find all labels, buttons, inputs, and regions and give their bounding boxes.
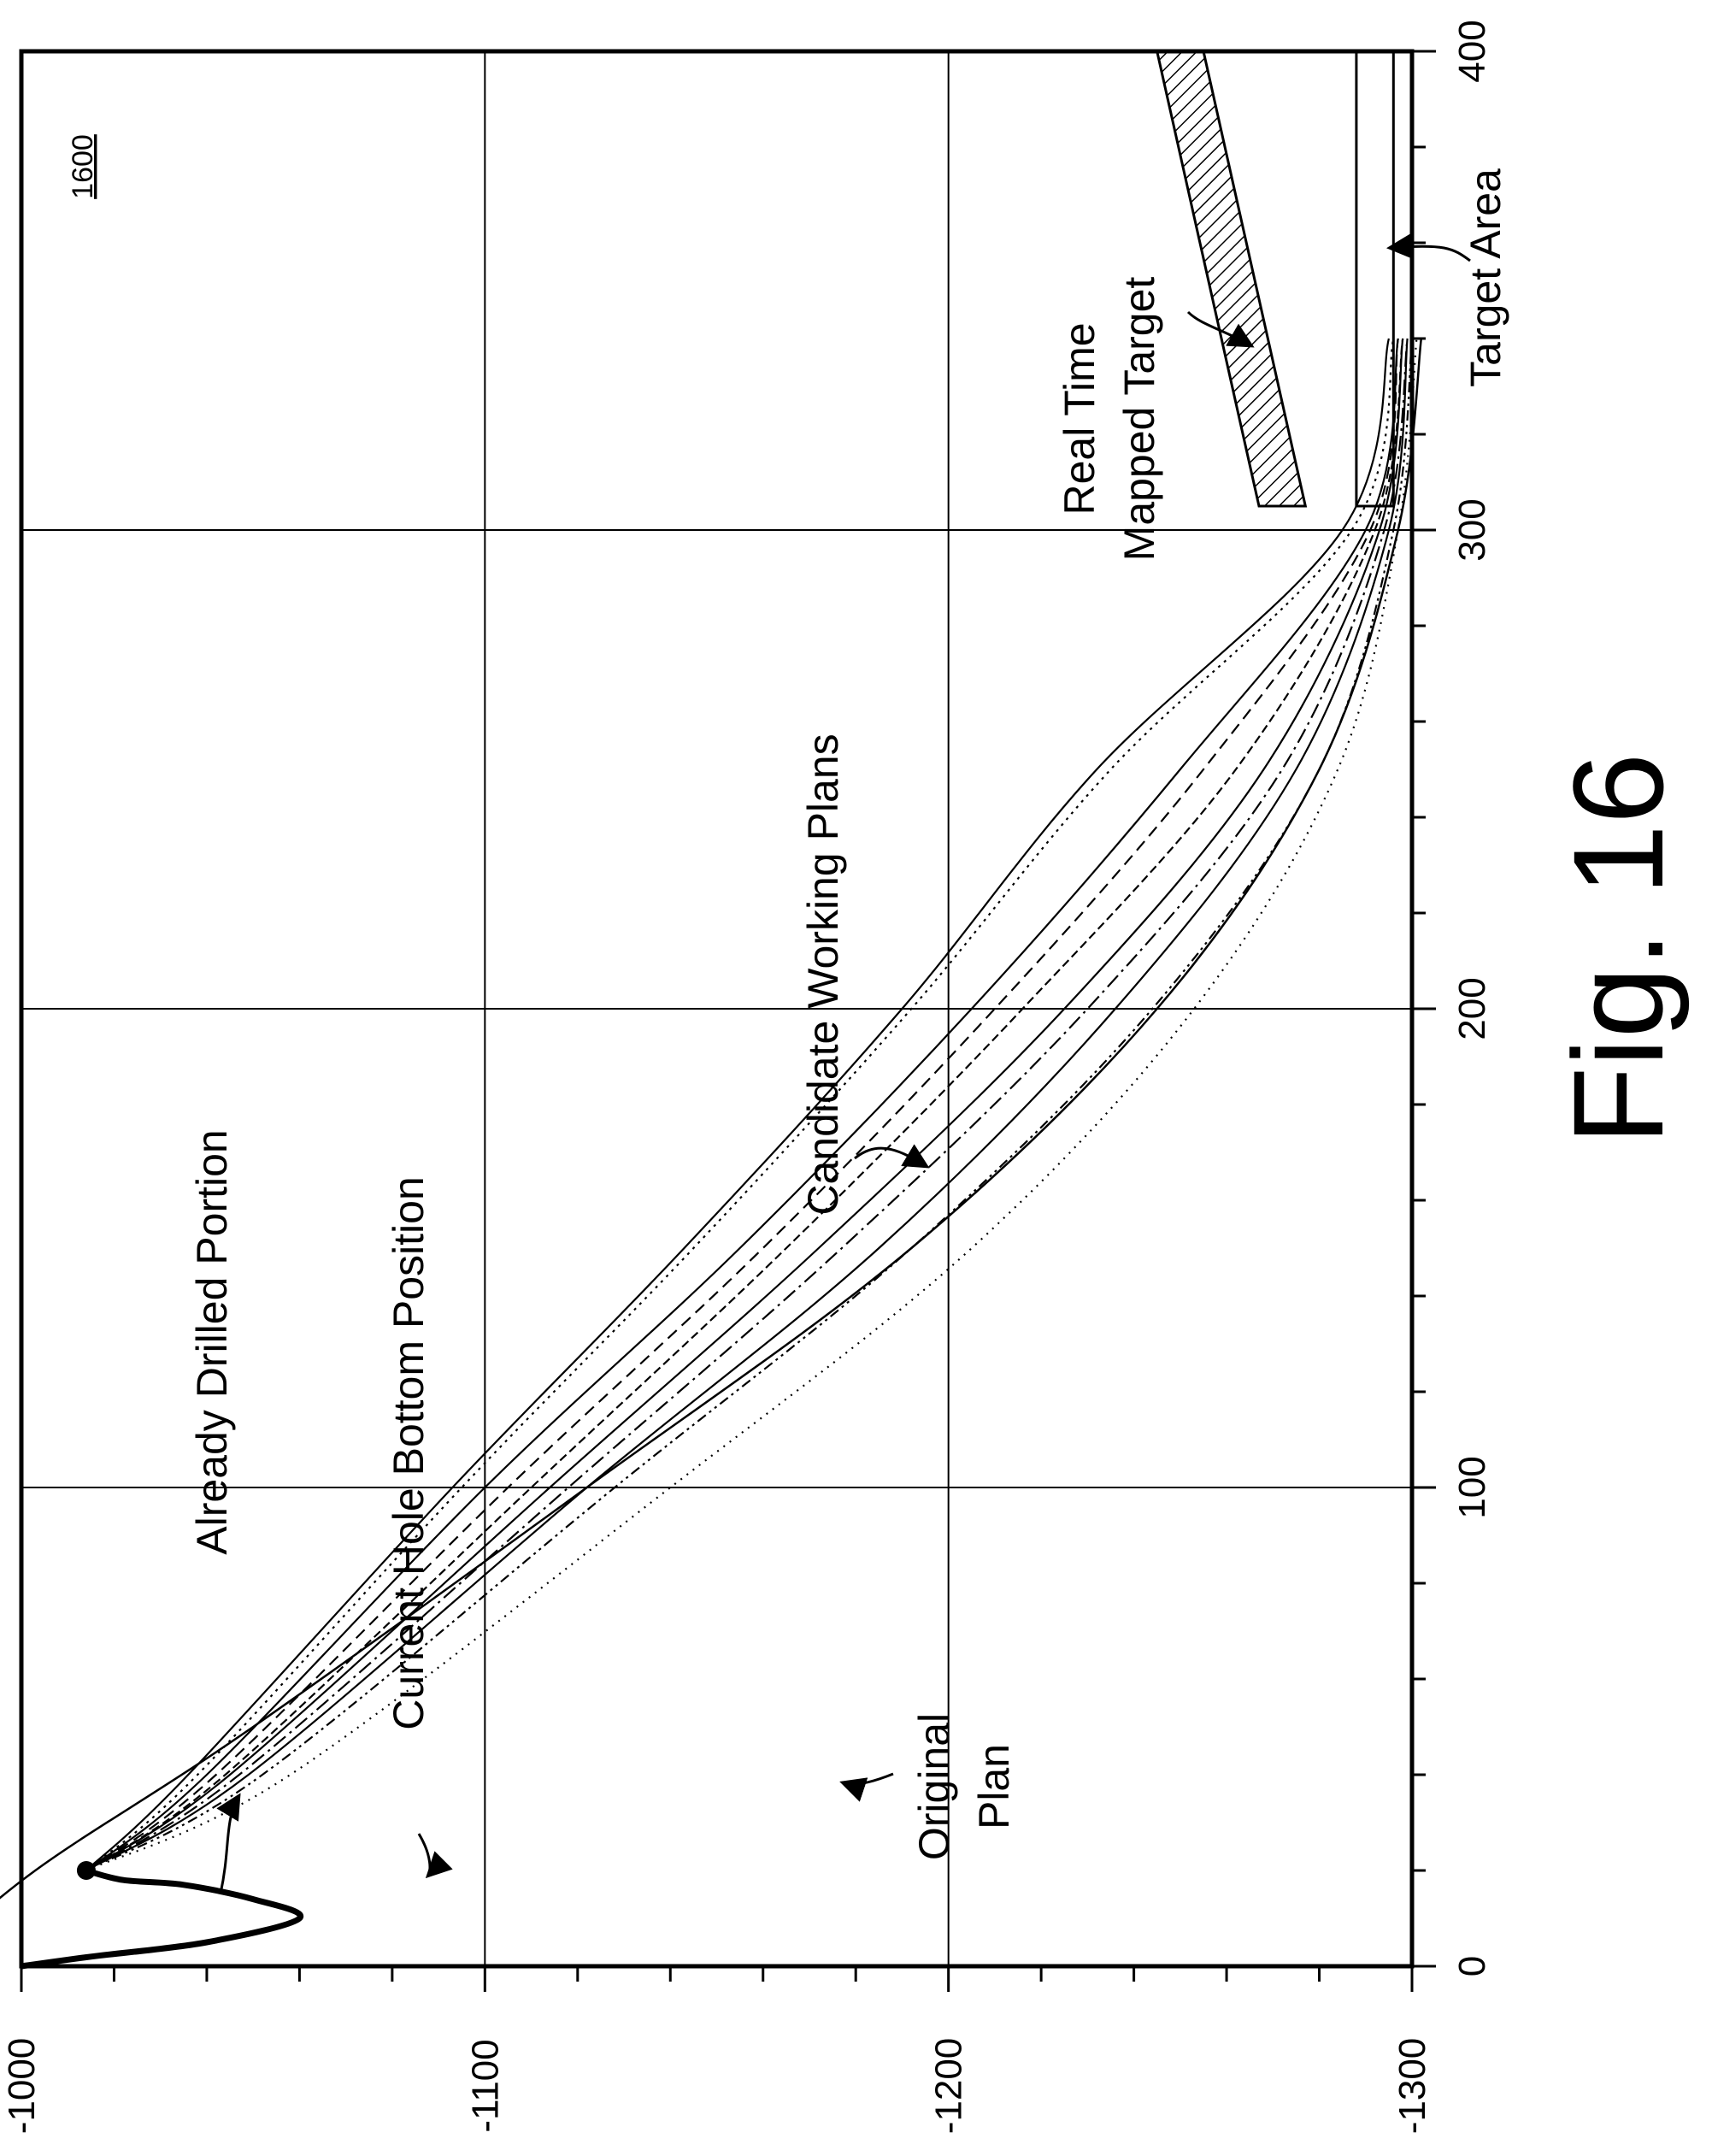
grid-lines [21, 51, 1412, 1966]
target-area-leader [1386, 233, 1471, 262]
original-plan-line [0, 338, 1423, 1900]
reference-number: 1600 [67, 134, 99, 199]
candidate-plan-line [85, 338, 1399, 1871]
candidate-working-plans-leader [854, 1144, 930, 1169]
x-tick-label: 300 [1451, 498, 1493, 561]
target-area-label: Target Area [1462, 168, 1509, 387]
original-plan-leader [839, 1772, 894, 1802]
candidate-plan-line [85, 338, 1390, 1871]
original-plan-label-line2: Plan [970, 1744, 1018, 1829]
candidate-plan-line [85, 338, 1404, 1871]
x-tick-label: 0 [1451, 1956, 1493, 1976]
candidate-working-plans-label: Candidate Working Plans [799, 733, 847, 1215]
real-time-mapped-target [1155, 50, 1308, 508]
tick-marks [20, 50, 1436, 1992]
y-tick-label: -1000 [1, 2038, 43, 2135]
already-drilled-leader [216, 1793, 241, 1894]
candidate-plan-line [85, 338, 1399, 1871]
current-hole-bottom-label: Current Hole Bottom Position [385, 1176, 432, 1730]
candidate-plan-line [85, 338, 1418, 1871]
candidate-plan-line [85, 338, 1409, 1871]
x-tick-label: 100 [1451, 1456, 1493, 1518]
current-hole-bottom-leader [417, 1833, 453, 1879]
annotations: Already Drilled Portion Current Hole Bott… [188, 168, 1509, 1894]
y-tick-labels: -1000 -1100 -1200 -1300 [1, 2038, 1433, 2135]
already-drilled-label: Already Drilled Portion [188, 1129, 236, 1554]
mapped-target-label-line2: Mapped Target [1115, 277, 1163, 562]
candidate-plan-line [85, 338, 1409, 1871]
plot-area: 0 100 200 300 400 -1000 -1100 -1200 -1300 Alrea… [0, 20, 1509, 2134]
x-tick-label: 200 [1451, 977, 1493, 1040]
target-regions [1155, 50, 1395, 508]
y-tick-label: -1300 [1391, 2038, 1433, 2135]
already-drilled-line [21, 1867, 304, 1970]
mapped-target-label-line1: Real Time [1056, 322, 1103, 515]
target-area-box [1355, 50, 1395, 508]
candidate-plan-line [85, 338, 1395, 1871]
figure-label: Fig. 16 [1546, 753, 1690, 1146]
y-tick-label: -1200 [928, 2038, 970, 2135]
x-tick-labels: 0 100 200 300 400 [1451, 20, 1493, 1976]
mapped-target-leader [1186, 310, 1255, 348]
y-tick-label: -1100 [464, 2039, 506, 2132]
original-plan-label-line1: Original [910, 1713, 958, 1860]
x-tick-label: 400 [1451, 20, 1493, 82]
current-hole-bottom-marker [76, 1861, 96, 1880]
candidate-plan-line [85, 338, 1404, 1871]
candidate-plan-line [85, 338, 1414, 1871]
